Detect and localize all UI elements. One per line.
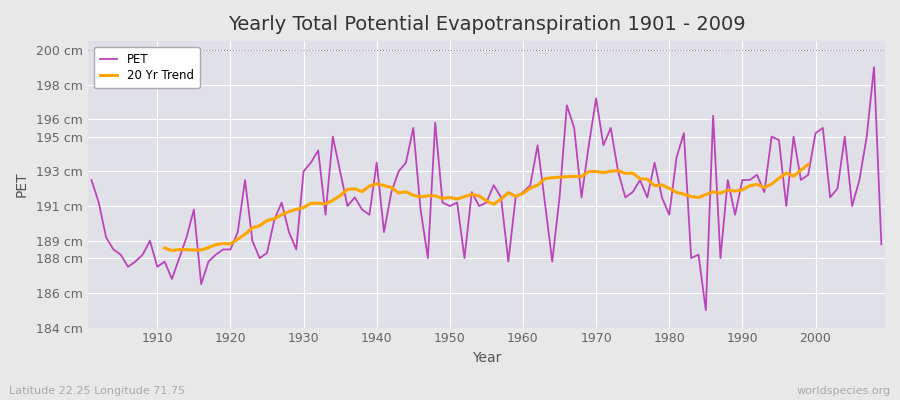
- PET: [86, 178, 97, 182]
- 20 Yr Trend: [803, 162, 814, 167]
- PET: [518, 190, 528, 194]
- PET: [876, 242, 886, 247]
- Text: worldspecies.org: worldspecies.org: [796, 386, 891, 396]
- Line: 20 Yr Trend: 20 Yr Trend: [165, 164, 808, 250]
- 20 Yr Trend: [298, 205, 309, 210]
- PET: [868, 65, 879, 70]
- PET: [305, 160, 316, 165]
- 20 Yr Trend: [737, 188, 748, 192]
- Legend: PET, 20 Yr Trend: PET, 20 Yr Trend: [94, 47, 200, 88]
- PET: [700, 308, 711, 313]
- 20 Yr Trend: [232, 237, 243, 242]
- 20 Yr Trend: [166, 248, 177, 253]
- 20 Yr Trend: [159, 246, 170, 250]
- 20 Yr Trend: [415, 194, 426, 199]
- Y-axis label: PET: PET: [15, 172, 29, 197]
- PET: [145, 238, 156, 243]
- PET: [349, 195, 360, 200]
- Title: Yearly Total Potential Evapotranspiration 1901 - 2009: Yearly Total Potential Evapotranspiratio…: [228, 15, 745, 34]
- X-axis label: Year: Year: [472, 351, 501, 365]
- Text: Latitude 22.25 Longitude 71.75: Latitude 22.25 Longitude 71.75: [9, 386, 185, 396]
- 20 Yr Trend: [496, 197, 507, 202]
- PET: [606, 126, 616, 130]
- PET: [510, 195, 521, 200]
- Line: PET: PET: [92, 67, 881, 310]
- 20 Yr Trend: [247, 226, 257, 230]
